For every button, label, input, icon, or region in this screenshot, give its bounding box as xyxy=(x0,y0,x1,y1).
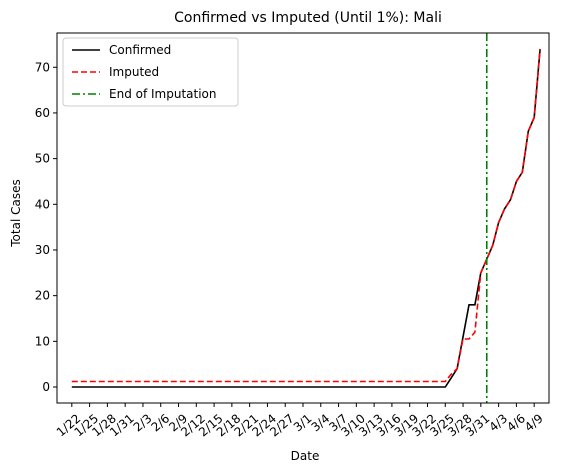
chart-title: Confirmed vs Imputed (Until 1%): Mali xyxy=(174,10,442,26)
legend-label: End of Imputation xyxy=(109,87,217,101)
x-tick-label: 4/9 xyxy=(522,411,546,434)
y-tick-label: 40 xyxy=(35,197,50,211)
y-axis-label: Total Cases xyxy=(9,179,23,247)
legend: Confirmed Imputed End of Imputation xyxy=(62,37,239,107)
y-tick-label: 30 xyxy=(35,243,50,257)
series-line-imputed xyxy=(71,48,541,383)
legend-box xyxy=(62,37,239,107)
legend-label: Imputed xyxy=(109,65,159,79)
y-tick-label: 10 xyxy=(35,334,50,348)
legend-label: Confirmed xyxy=(109,43,171,57)
y-tick-label: 60 xyxy=(35,106,50,120)
y-tick-label: 0 xyxy=(42,380,50,394)
y-tick-label: 50 xyxy=(35,152,50,166)
y-tick-label: 20 xyxy=(35,289,50,303)
y-tick-label: 70 xyxy=(35,60,50,74)
x-axis-label: Date xyxy=(291,449,320,463)
